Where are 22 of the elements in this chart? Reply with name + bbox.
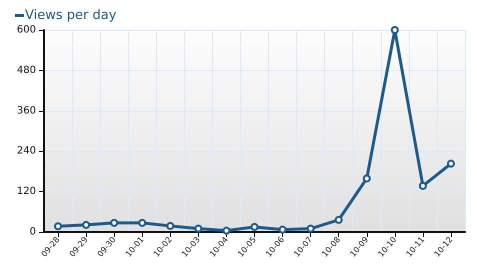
y-tick-label: 120 [16,186,36,198]
point [390,26,399,34]
point [418,182,427,190]
point [250,222,258,231]
y-tick-label: 360 [16,105,36,116]
point [362,174,371,182]
point [110,218,118,227]
point [278,226,287,234]
point [54,222,62,230]
point [166,222,174,230]
y-tick-label: 240 [16,146,36,157]
point [222,226,230,235]
point [82,220,90,229]
y-tick-label: 600 [16,24,36,36]
point [306,224,315,233]
y-tick-label: 480 [16,64,36,76]
point [446,160,455,168]
legend-label: Views per day [25,8,117,23]
point [334,216,343,224]
point [194,224,202,233]
point [138,218,146,227]
y-tick-label: 0 [30,226,36,238]
